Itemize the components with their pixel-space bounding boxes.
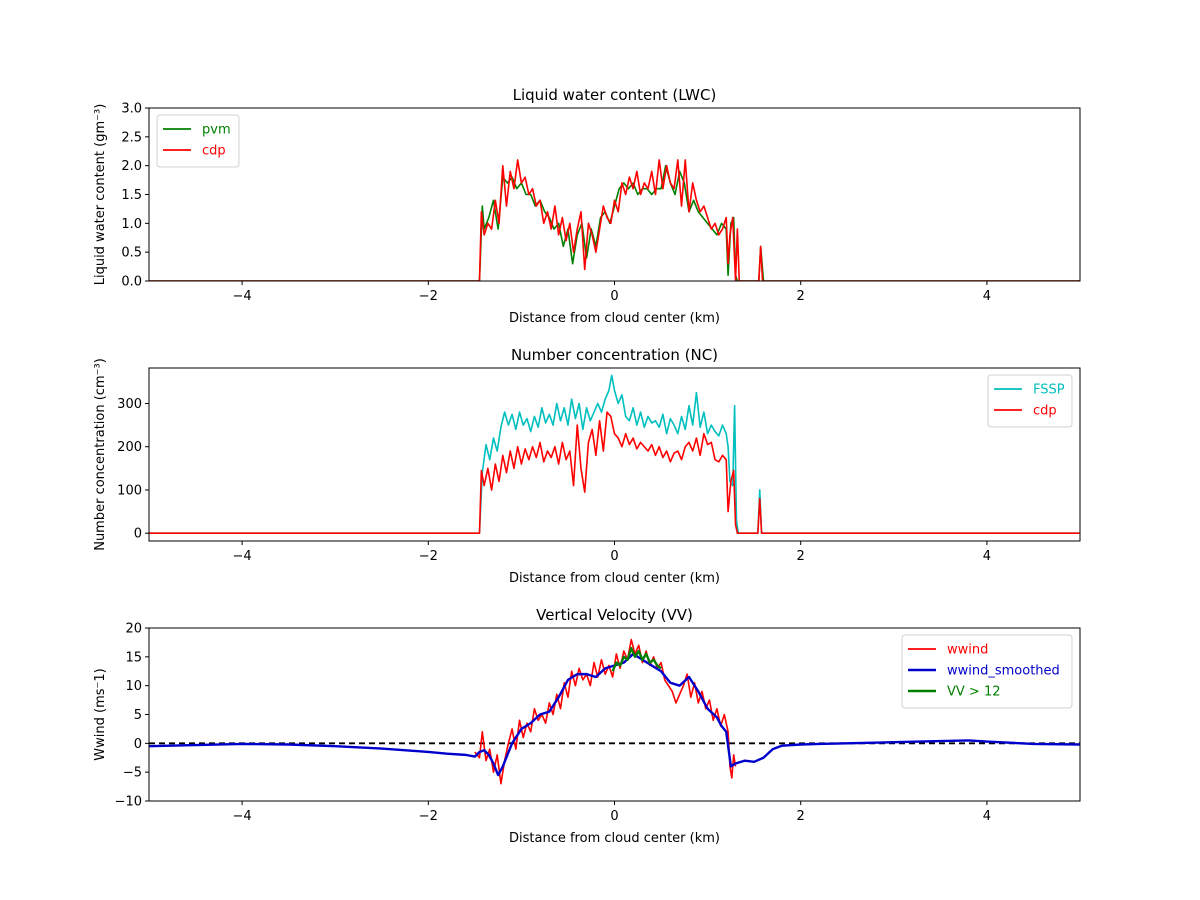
x-axis-label: Distance from cloud center (km) [509, 571, 720, 586]
y-tick-label: 1.0 [121, 217, 142, 232]
series-line-vv-12 [611, 646, 662, 672]
y-tick-label: −5 [123, 766, 142, 781]
x-tick-label: 4 [983, 809, 991, 824]
panels: Liquid water content (LWC) −4 −2 0 2 4 0.0 0.5 1… [93, 86, 1081, 846]
legend: pvm cdp [156, 114, 240, 168]
y-tick-label: 2.5 [121, 130, 142, 145]
y-axis-label: Number concentration (cm⁻³) [93, 358, 108, 551]
plot-frame [148, 367, 1081, 542]
y-tick-label: 10 [125, 679, 142, 694]
chart-panel-2: Number concentration (NC) −4 −2 0 2 4 0 100 200 3… [93, 346, 1081, 586]
y-tick-label: 200 [117, 440, 142, 455]
y-tick-label: 2.0 [121, 159, 142, 174]
x-tick-label: −2 [419, 809, 438, 824]
series-line-fssp [149, 374, 1080, 535]
series-line-cdp [149, 159, 1080, 281]
legend-box [156, 114, 240, 168]
x-tick-label: 0 [610, 809, 618, 824]
x-tick-label: 4 [983, 289, 991, 304]
series-line-cdp [149, 411, 1080, 535]
x-tick-label: 2 [797, 289, 805, 304]
x-tick-label: 2 [797, 809, 805, 824]
plot-frame [148, 107, 1081, 282]
y-axis-label: Liquid water content (gm⁻³) [93, 104, 108, 286]
x-tick-label: 0 [610, 289, 618, 304]
legend-entry: cdp [1033, 404, 1057, 419]
y-tick-label: 3.0 [121, 102, 142, 117]
y-tick-label: 100 [117, 483, 142, 498]
y-tick-label: 0 [134, 527, 142, 542]
legend-entry: FSSP [1033, 383, 1065, 398]
legend-entry: wwind [947, 643, 988, 658]
chart-title: Number concentration (NC) [511, 346, 718, 364]
series-group [149, 159, 1080, 281]
chart-title: Liquid water content (LWC) [513, 86, 717, 104]
chart-title: Vertical Velocity (VV) [536, 606, 693, 624]
y-tick-label: 0 [134, 737, 142, 752]
legend-entry: pvm [202, 123, 231, 138]
x-tick-label: −2 [419, 549, 438, 564]
y-tick-label: 300 [117, 397, 142, 412]
x-tick-label: −4 [233, 289, 252, 304]
chart-panel-3: Vertical Velocity (VV) −4 −2 0 2 4 −10 −5 0 5 10 15… [93, 606, 1081, 846]
y-tick-label: −10 [115, 795, 142, 810]
x-tick-label: −4 [233, 549, 252, 564]
x-tick-label: 0 [610, 549, 618, 564]
y-tick-label: 1.5 [121, 188, 142, 203]
series-line-wwind [474, 638, 737, 785]
x-axis-label: Distance from cloud center (km) [509, 831, 720, 846]
legend: FSSP cdp [987, 374, 1073, 428]
y-tick-label: 20 [125, 622, 142, 637]
y-axis-label: Wwind (ms⁻1) [93, 668, 108, 760]
series-line-wwind-smoothed [149, 652, 1080, 777]
legend-box [901, 634, 1073, 709]
y-tick-label: 5 [134, 708, 142, 723]
series-group [149, 374, 1080, 535]
y-tick-label: 15 [125, 650, 142, 665]
x-tick-label: 2 [797, 549, 805, 564]
legend-entry: cdp [202, 144, 226, 159]
y-tick-label: 0.5 [121, 246, 142, 261]
x-tick-label: −2 [419, 289, 438, 304]
plot-frame [148, 627, 1081, 802]
legend-entry: VV > 12 [947, 685, 1001, 700]
series-group [149, 638, 1080, 785]
legend-box [987, 374, 1073, 428]
x-axis-label: Distance from cloud center (km) [509, 311, 720, 326]
legend-entry: wwind_smoothed [947, 664, 1060, 679]
x-tick-label: −4 [233, 809, 252, 824]
legend: wwind wwind_smoothed VV > 12 [901, 634, 1073, 709]
y-tick-label: 0.0 [121, 275, 142, 290]
chart-panel-1: Liquid water content (LWC) −4 −2 0 2 4 0.0 0.5 1… [93, 86, 1081, 326]
x-tick-label: 4 [983, 549, 991, 564]
